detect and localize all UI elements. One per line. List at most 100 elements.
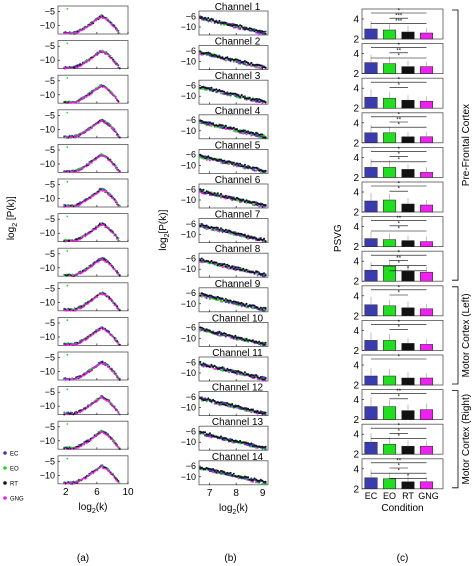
data-point — [88, 472, 91, 475]
data-point — [83, 374, 85, 377]
y-tick-label: −5 — [45, 7, 55, 17]
panel-a: −5−10−5−10−5−10−5−10−5−10−5−10−5−10−5−10… — [3, 5, 134, 564]
data-point — [117, 31, 120, 34]
data-point — [234, 334, 237, 337]
data-point — [212, 193, 215, 196]
data-point — [95, 331, 97, 334]
x-tick-label: 7 — [207, 488, 213, 499]
y-tick-label: −5 — [45, 110, 55, 120]
y-tick-label: −10 — [181, 333, 196, 343]
data-point — [81, 132, 84, 134]
data-point — [259, 376, 262, 378]
data-point — [228, 57, 230, 60]
data-point — [226, 56, 229, 59]
data-point — [80, 341, 83, 344]
data-point — [224, 332, 227, 335]
data-point — [105, 191, 108, 193]
data-point — [101, 15, 104, 18]
data-point — [117, 170, 120, 172]
legend-label: EO — [10, 467, 19, 473]
data-point — [76, 273, 79, 275]
data-point — [200, 223, 203, 225]
data-point — [242, 26, 245, 29]
data-point — [109, 230, 112, 233]
data-point — [71, 273, 74, 276]
data-point — [71, 412, 74, 415]
data-point — [221, 228, 224, 231]
data-point — [81, 29, 84, 31]
data-point — [66, 423, 69, 425]
data-point — [118, 448, 121, 450]
data-point — [117, 101, 120, 104]
data-point — [116, 480, 118, 483]
plot-frame — [198, 252, 269, 278]
data-point — [108, 332, 111, 335]
data-point — [64, 32, 67, 35]
data-point — [114, 478, 117, 481]
data-point — [235, 24, 238, 26]
data-point — [105, 433, 108, 436]
channel-title: Channel 7 — [215, 210, 261, 221]
data-point — [100, 119, 103, 122]
data-point — [216, 332, 219, 335]
data-point — [210, 125, 213, 127]
data-point — [91, 57, 93, 60]
data-point — [118, 240, 121, 243]
data-point — [100, 153, 103, 155]
data-point — [71, 240, 74, 242]
y-tick-label: −5 — [45, 318, 55, 328]
y-tick-label: −10 — [181, 57, 196, 67]
y-tick-label: −10 — [181, 368, 196, 378]
data-point — [85, 406, 88, 409]
data-point — [229, 196, 232, 199]
y-tick-label: −5 — [45, 145, 55, 155]
data-point — [97, 191, 100, 194]
data-point — [112, 301, 114, 304]
data-point — [63, 482, 66, 485]
data-point — [232, 472, 235, 475]
data-point — [221, 297, 224, 300]
data-point — [108, 366, 111, 369]
data-point — [116, 376, 118, 379]
data-point — [73, 101, 76, 104]
data-point — [108, 90, 111, 93]
data-point — [95, 123, 97, 126]
data-point — [66, 100, 68, 103]
data-point — [250, 306, 253, 309]
data-point — [66, 388, 69, 391]
bar — [383, 29, 396, 40]
channel-title: Channel 1 — [215, 2, 261, 13]
data-point — [79, 376, 81, 379]
data-point — [118, 482, 121, 484]
subplot-b: Channel 7−6−10 — [181, 210, 269, 244]
data-point — [116, 63, 118, 66]
plot-frame — [57, 5, 129, 35]
subplot-a: −5−10 — [40, 420, 129, 451]
data-point — [263, 309, 265, 312]
data-point — [75, 169, 77, 171]
data-point — [100, 465, 103, 468]
data-point — [101, 431, 104, 433]
data-point — [250, 442, 253, 445]
data-point — [207, 155, 210, 158]
plot-frame — [57, 455, 129, 485]
data-point — [103, 398, 105, 400]
data-point — [264, 136, 267, 139]
data-point — [256, 167, 259, 170]
data-point — [112, 128, 114, 131]
data-point — [105, 364, 108, 366]
subplot-a: −5−10 — [40, 351, 129, 381]
data-point — [89, 369, 92, 372]
data-point — [77, 272, 80, 275]
data-point — [97, 87, 100, 90]
data-point — [81, 374, 84, 377]
data-point — [71, 67, 74, 70]
data-point — [103, 259, 105, 262]
data-point — [232, 161, 235, 164]
data-point — [110, 92, 113, 95]
data-point — [108, 124, 111, 126]
data-point — [91, 162, 93, 164]
data-point — [72, 482, 75, 485]
data-point — [255, 374, 258, 376]
data-point — [256, 306, 259, 309]
